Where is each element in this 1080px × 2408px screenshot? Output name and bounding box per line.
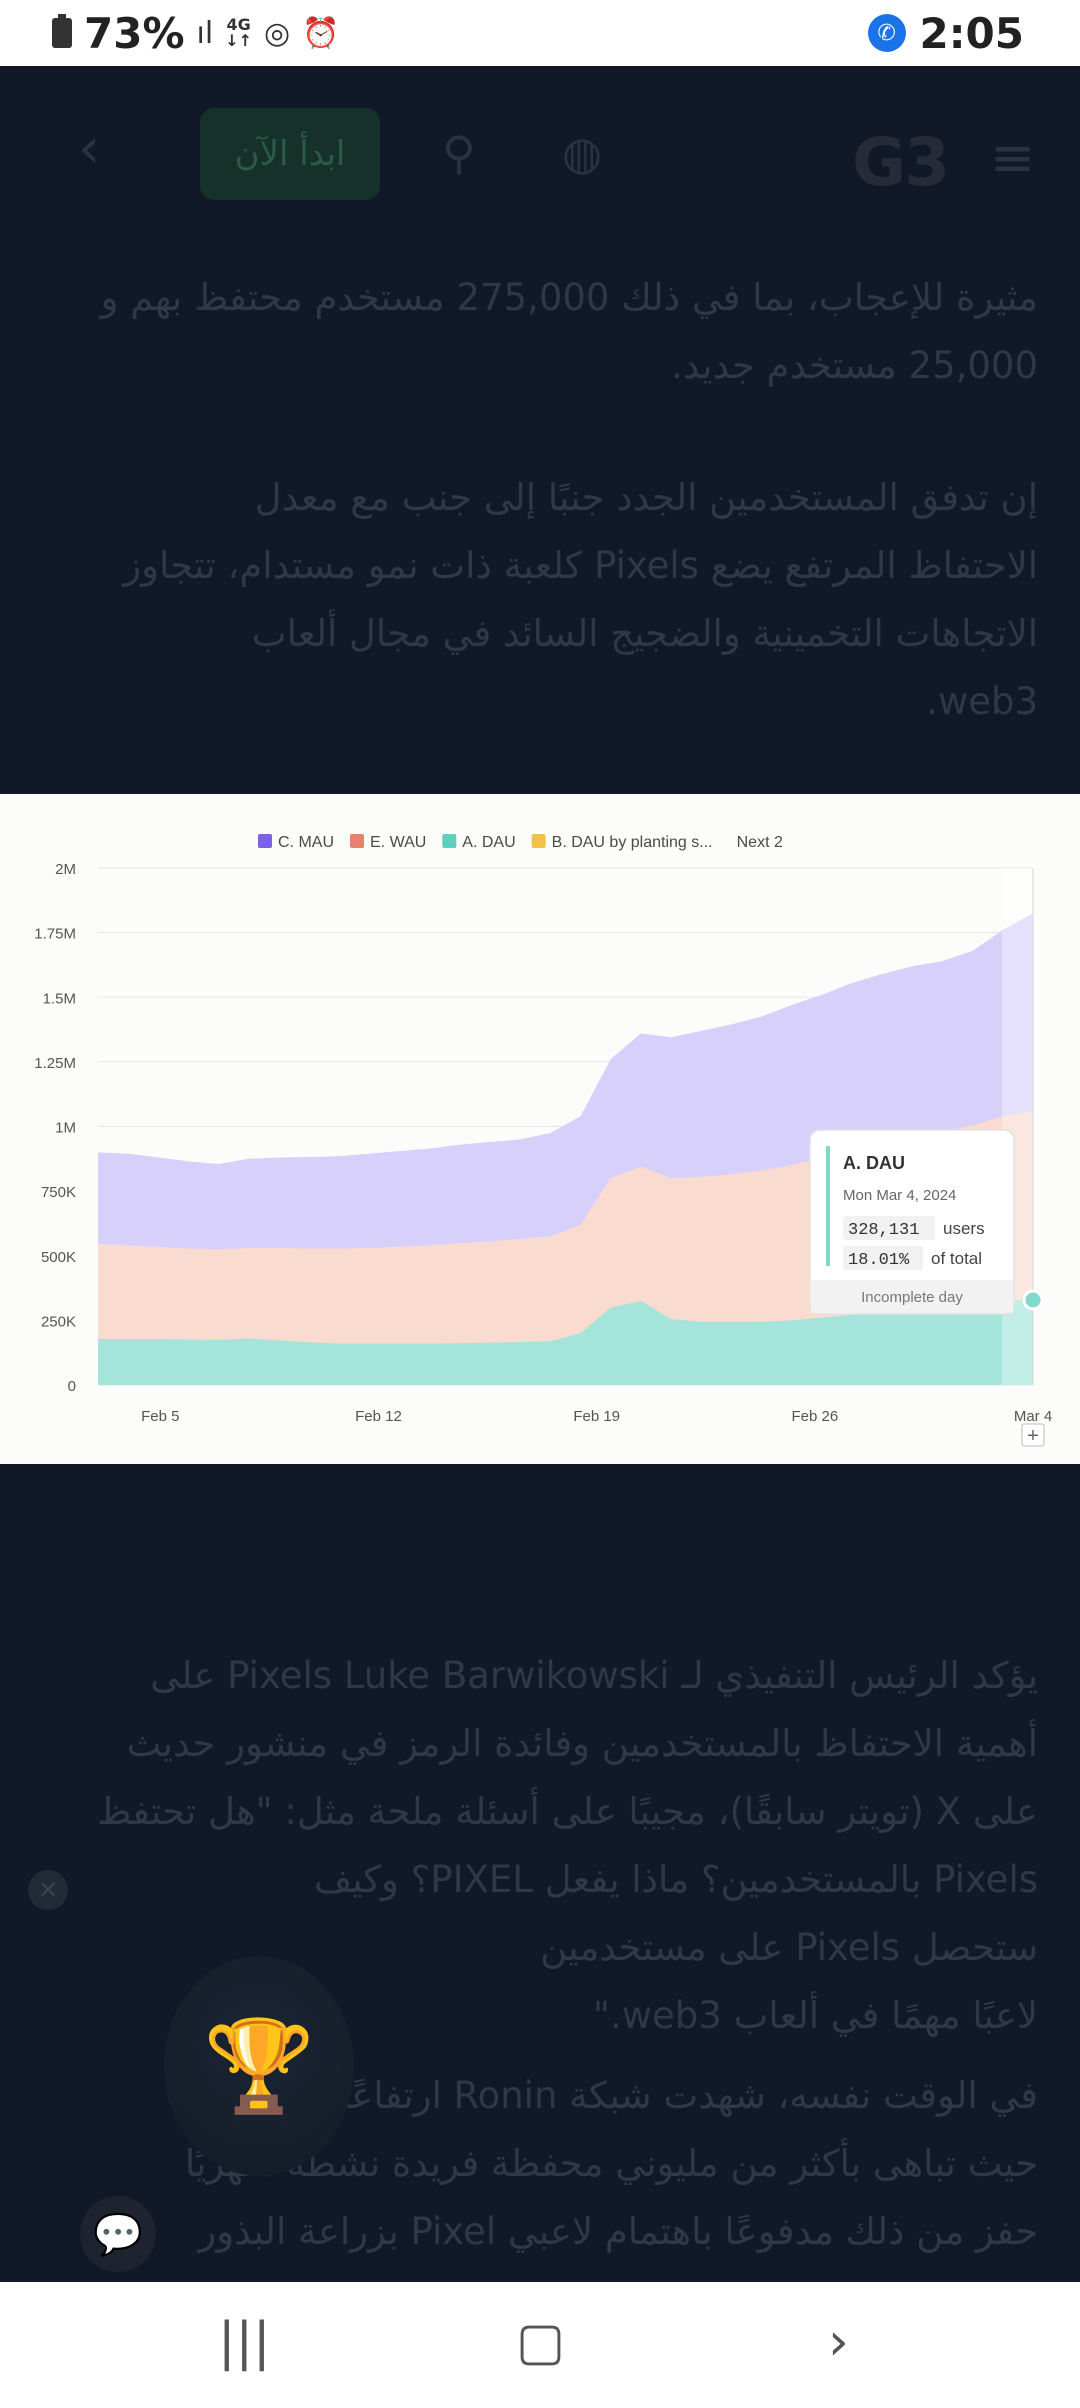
article-paragraph: يؤكد الرئيس التنفيذي لـ Pixels Luke Barw…: [38, 1642, 1038, 2050]
tooltip-accent: [826, 1146, 830, 1266]
y-tick-label: 1M: [55, 1120, 76, 1137]
y-tick-label: 500K: [41, 1249, 76, 1266]
start-now-button[interactable]: ابدأ الآن: [200, 108, 380, 200]
alarm-icon: ⏰: [302, 15, 340, 51]
legend-next-button[interactable]: Next 2: [737, 834, 783, 851]
tooltip-share: 18.01%: [848, 1251, 910, 1270]
network-label: 4G: [226, 15, 251, 34]
y-tick-label: 1.25M: [34, 1055, 76, 1072]
tooltip-share-bg: [843, 1246, 923, 1270]
x-tick-label: Feb 19: [573, 1408, 620, 1425]
text-line: web3.: [926, 680, 1038, 723]
y-tick-label: 0: [68, 1378, 76, 1395]
hotspot-icon: ◎: [264, 15, 291, 51]
tooltip-value-unit: users: [943, 1219, 985, 1238]
y-tick-label: 1.75M: [34, 926, 76, 943]
tooltip-footer: Incomplete day: [861, 1289, 963, 1306]
text-line: ستحصل Pixels على مستخدمين: [540, 1926, 1038, 1969]
tooltip-value: 328,131: [848, 1221, 919, 1240]
call-icon[interactable]: ✆: [867, 14, 906, 52]
text-line: يؤكد الرئيس التنفيذي لـ Pixels Luke Barw…: [150, 1654, 1038, 1697]
x-tick-label: Feb 5: [141, 1408, 179, 1425]
area-a-dau: [98, 1299, 1033, 1385]
legend-label: C. MAU: [278, 834, 334, 851]
article-paragraph: إن تدفق المستخدمين الجدد جنبًا إلى جنب م…: [38, 464, 1038, 736]
legend-label: A. DAU: [462, 834, 515, 851]
recent-apps-button[interactable]: |||: [218, 2312, 271, 2372]
area-e-wau: [98, 1111, 1033, 1385]
text-line: الاتجاهات التخمينية والضجيج السائد في مج…: [251, 612, 1038, 655]
site-header: ‹ ابدأ الآن ⚲ ◍ G3 ≡: [0, 66, 1080, 246]
text-line: حيث تباهى بأكثر من مليوني محفظة فريدة نش…: [184, 2142, 1038, 2185]
status-bar: 73% ıl 4G ↓↑ ◎ ⏰ ✆ 2:05: [0, 0, 1080, 66]
home-button[interactable]: ▢: [516, 2312, 566, 2372]
x-tick-label: Mar 4: [1014, 1408, 1052, 1425]
text-line: حفز من ذلك مدفوعًا باهتمام لاعبي Pixel ب…: [198, 2210, 1038, 2253]
text-line: Pixels بالمستخدمين؟ ماذا يفعل PIXEL؟ وكي…: [313, 1858, 1038, 1901]
area-chart: C. MAU E. WAU A. DAU B. DAU by planting s..…: [34, 834, 1052, 1447]
article-paragraph: في الوقت نفسه، شهدت شبكة Ronin ارتفاعًا …: [38, 2062, 1038, 2266]
text-line: الاحتفاظ المرتفع يضع Pixels كلعبة ذات نم…: [123, 544, 1038, 587]
close-icon[interactable]: ✕: [28, 1870, 68, 1910]
clock: 2:05: [919, 8, 1024, 58]
menu-icon[interactable]: ≡: [990, 126, 1036, 189]
battery-icon: [52, 14, 72, 48]
text-line: أهمية الاحتفاظ بالمستخدمين وفائدة الرمز …: [126, 1722, 1038, 1765]
globe-icon[interactable]: ◍: [562, 126, 603, 180]
y-tick-label: 1.5M: [43, 990, 76, 1007]
signal-icon: ıl: [196, 15, 214, 51]
trophy-icon: 🏆: [164, 1956, 354, 2176]
x-tick-label: Feb 26: [791, 1408, 838, 1425]
chevron-left-icon[interactable]: ‹: [78, 116, 101, 181]
text-line: على X (تويتر سابقًا)، مجيبًا على أسئلة م…: [97, 1790, 1038, 1833]
legend-swatch: [531, 834, 546, 848]
tooltip-value-bg: [843, 1216, 935, 1240]
text-line: في الوقت نفسه، شهدت شبكة Ronin ارتفاعًا …: [279, 2074, 1038, 2117]
hover-point: [1022, 1289, 1044, 1311]
back-button[interactable]: ›: [828, 2312, 849, 2372]
text-line: 25,000 مستخدم جديد.: [671, 344, 1038, 387]
legend-label: B. DAU by planting s...: [552, 834, 713, 851]
article-paragraph: مثيرة للإعجاب، بما في ذلك 275,000 مستخدم…: [38, 264, 1038, 400]
legend-swatch: [258, 834, 272, 848]
site-logo[interactable]: G3: [852, 124, 950, 201]
y-tick-label: 750K: [41, 1184, 76, 1201]
text-line: لاعبًا مهمًا في ألعاب web3.": [592, 1994, 1038, 2037]
legend-swatch: [350, 834, 364, 848]
plus-icon: +: [1027, 1425, 1039, 1447]
floating-ad: ✕ 🏆 💬: [24, 1866, 484, 2272]
chat-icon[interactable]: 💬: [80, 2196, 156, 2272]
y-tick-label: 2M: [55, 861, 76, 878]
legend-label: E. WAU: [370, 834, 426, 851]
tooltip-date: Mon Mar 4, 2024: [843, 1187, 956, 1204]
tooltip-share-unit: of total: [931, 1249, 982, 1268]
chart-panel: C. MAU E. WAU A. DAU B. DAU by planting s..…: [0, 794, 1080, 1464]
x-tick-label: Feb 12: [355, 1408, 402, 1425]
add-button[interactable]: [1021, 1423, 1045, 1447]
system-nav-bar: ||| ▢ ›: [0, 2282, 1080, 2408]
text-line: مثيرة للإعجاب، بما في ذلك 275,000 مستخدم…: [100, 276, 1038, 319]
battery-percent: 73%: [84, 8, 185, 58]
text-line: إن تدفق المستخدمين الجدد جنبًا إلى جنب م…: [254, 476, 1038, 519]
legend-swatch: [442, 834, 457, 848]
tooltip-series: A. DAU: [843, 1153, 905, 1173]
network-type: 4G ↓↑: [225, 15, 253, 50]
y-tick-label: 250K: [41, 1313, 76, 1330]
search-icon[interactable]: ⚲: [442, 126, 476, 180]
tooltip-footer-bg: [811, 1280, 1013, 1313]
